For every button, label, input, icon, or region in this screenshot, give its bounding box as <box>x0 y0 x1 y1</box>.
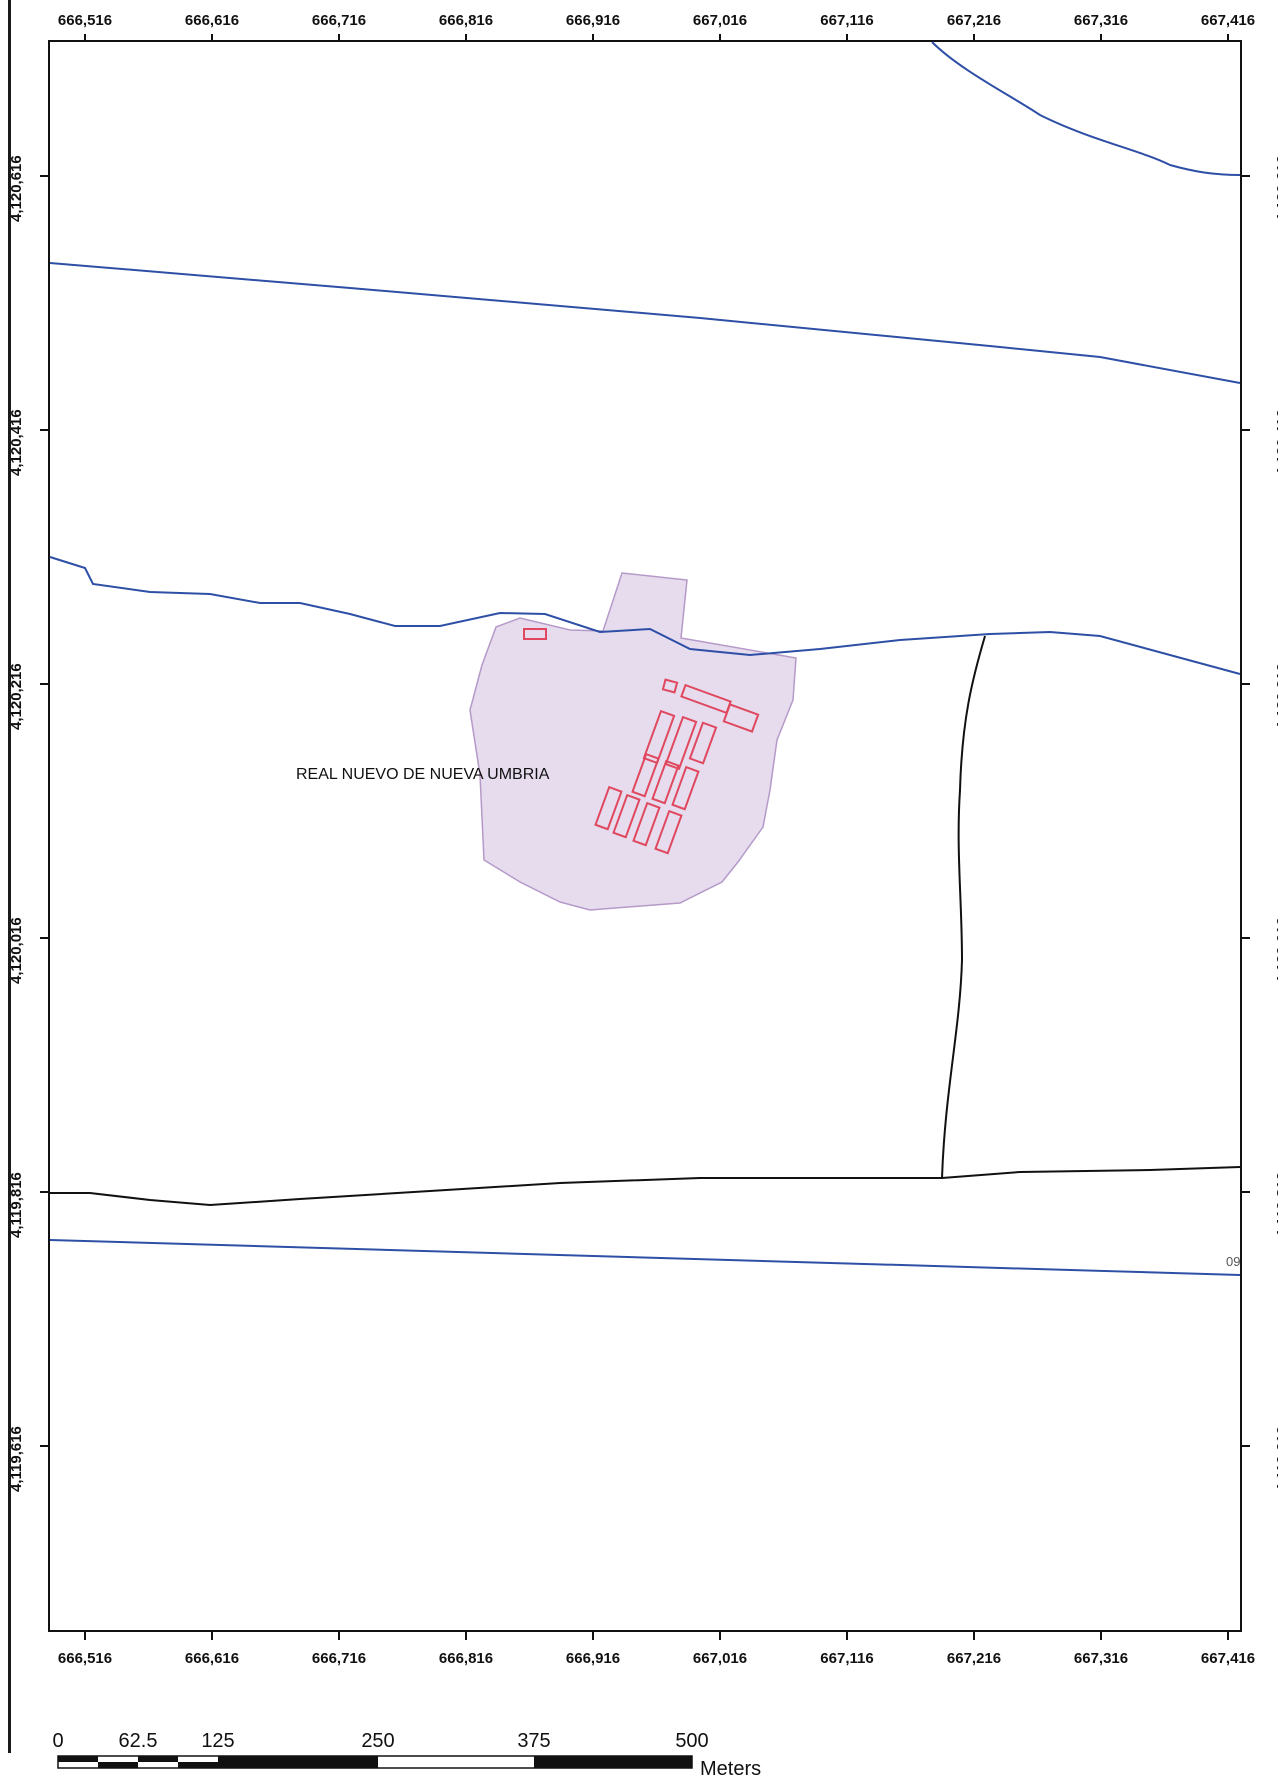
x-tick-top-3: 666,716 <box>311 12 367 29</box>
track-horizontal <box>50 1166 1241 1207</box>
scale-bar <box>57 1755 693 1769</box>
parcel-polygon <box>469 572 797 911</box>
x-tick-top-1: 666,516 <box>57 12 113 29</box>
x-tick-bottom-4: 666,816 <box>438 1650 494 1667</box>
track-vertical <box>941 635 986 1179</box>
x-tick-bottom-7: 667,116 <box>820 1650 874 1667</box>
x-tick-bottom-10: 667,416 <box>1200 1650 1256 1667</box>
black-tracks <box>50 635 1241 1207</box>
blue-roads <box>49 41 1241 1276</box>
x-tick-bottom-3: 666,716 <box>311 1650 367 1667</box>
y-tick-left-5: 4,119,816 <box>8 1172 25 1238</box>
y-tick-right-6: 4,119,616 <box>1274 1426 1278 1492</box>
scale-label-125: 125 <box>201 1730 235 1752</box>
bottom-tick-marks <box>84 1630 1229 1640</box>
y-tick-right-4: 4,120,016 <box>1274 917 1278 984</box>
road-code-label: 09 <box>1226 1254 1241 1269</box>
x-tick-bottom-8: 667,216 <box>946 1650 1002 1667</box>
scale-label-375: 375 <box>517 1730 551 1752</box>
y-tick-right-3: 4,120,216 <box>1274 663 1278 730</box>
x-tick-bottom-5: 666,916 <box>565 1650 621 1667</box>
y-tick-left-2: 4,120,416 <box>8 409 25 476</box>
x-tick-bottom-2: 666,616 <box>184 1650 240 1667</box>
x-tick-top-10: 667,416 <box>1200 12 1256 29</box>
scale-label-0: 0 <box>52 1730 64 1752</box>
x-tick-top-6: 667,016 <box>692 12 748 29</box>
y-tick-left-6: 4,119,616 <box>8 1426 25 1492</box>
x-tick-top-5: 666,916 <box>565 12 621 29</box>
y-tick-right-1: 4,120,616 <box>1274 155 1278 222</box>
y-tick-right-5: 4,119,816 <box>1274 1172 1278 1238</box>
x-tick-top-7: 667,116 <box>820 12 874 29</box>
scale-unit-label: Meters <box>700 1758 762 1780</box>
y-tick-left-3: 4,120,216 <box>8 663 25 730</box>
x-tick-top-2: 666,616 <box>184 12 240 29</box>
x-tick-bottom-9: 667,316 <box>1073 1650 1129 1667</box>
scale-label-500: 500 <box>675 1730 709 1752</box>
x-tick-top-9: 667,316 <box>1073 12 1129 29</box>
x-tick-bottom-6: 667,016 <box>692 1650 748 1667</box>
right-tick-marks <box>1242 175 1250 1447</box>
y-tick-left-1: 4,120,616 <box>8 155 25 222</box>
top-tick-marks <box>84 34 1229 42</box>
page-edge-line <box>8 0 11 1753</box>
road-lower-straight <box>49 1239 1241 1276</box>
building-footprints <box>523 628 760 855</box>
place-label: REAL NUEVO DE NUEVA UMBRIA <box>296 766 550 783</box>
left-tick-marks <box>40 175 48 1447</box>
scale-label-62-5: 62.5 <box>118 1730 158 1752</box>
scale-label-250: 250 <box>361 1730 395 1752</box>
x-tick-top-8: 667,216 <box>946 12 1002 29</box>
road-upper <box>49 262 1241 384</box>
road-middle <box>49 556 1241 675</box>
y-tick-left-4: 4,120,016 <box>8 917 25 984</box>
x-tick-top-4: 666,816 <box>438 12 494 29</box>
road-top-right <box>931 41 1241 176</box>
y-tick-right-2: 4,120,416 <box>1274 409 1278 476</box>
x-tick-bottom-1: 666,516 <box>57 1650 113 1667</box>
